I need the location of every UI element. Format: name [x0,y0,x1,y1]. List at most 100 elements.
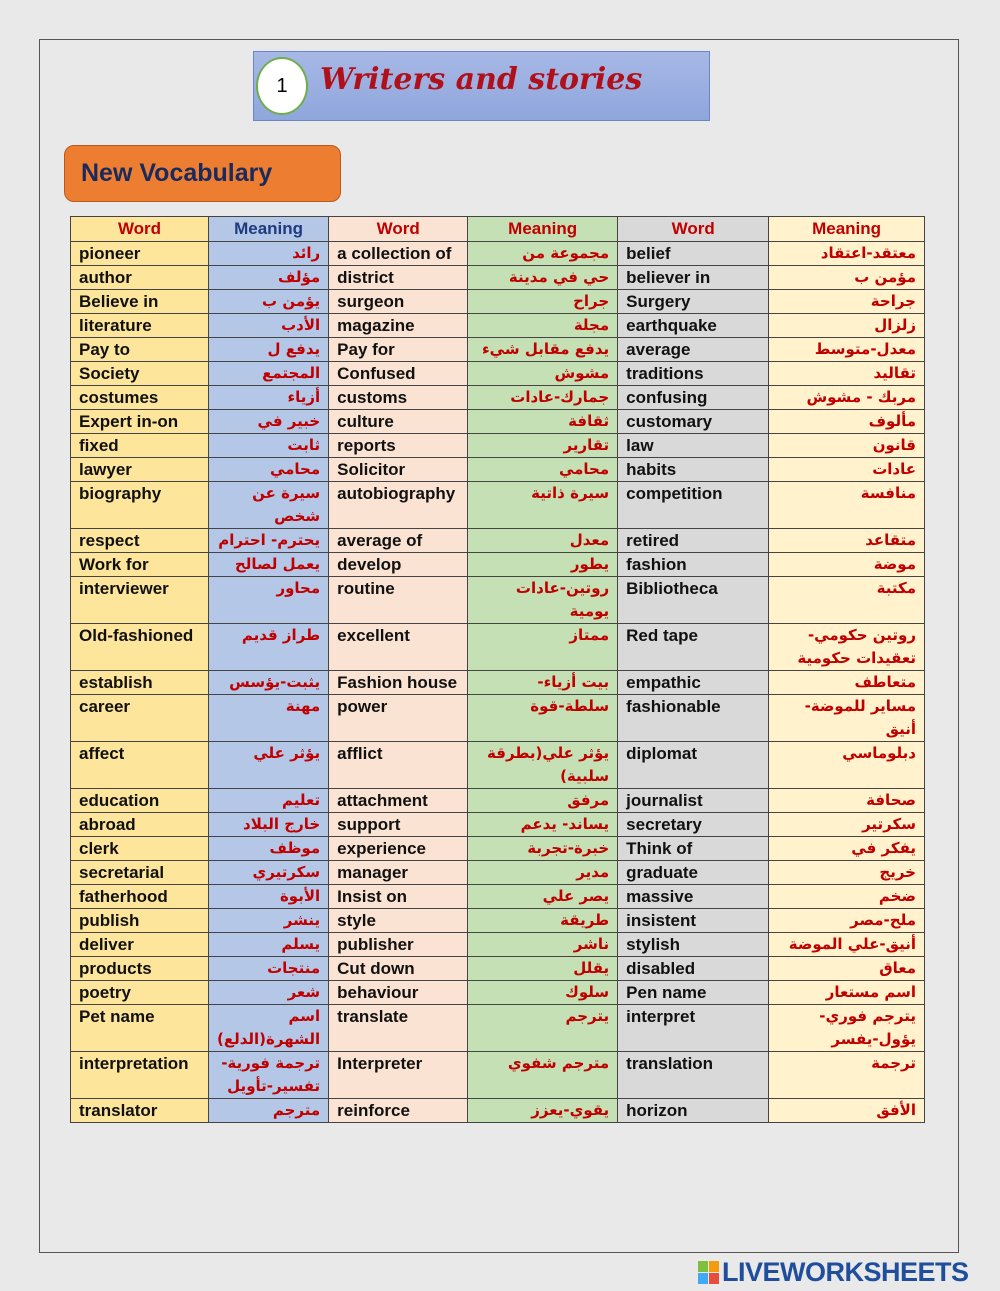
meaning-cell: جراح [467,289,619,314]
word-cell: literature [70,313,209,338]
word-cell: average of [328,528,469,553]
meaning-cell: محامي [207,457,330,482]
meaning-cell: متعاطف [768,670,925,695]
meaning-cell: بيت أزياء- [467,670,619,695]
meaning-cell: موضة [768,552,925,577]
table-row: Pet name اسم الشهرة(الدلع) translate يترجم i… [70,1004,925,1052]
word-cell: a collection of [328,241,469,266]
meaning-cell: محاور [207,576,330,624]
meaning-cell: المجتمع [207,361,330,386]
meaning-cell: يؤمن ب [207,289,330,314]
table-row: interviewer محاور routine روتين-عادات يومية… [70,576,925,624]
table-row: interpretation ترجمة فورية-تفسير-تأويل Int… [70,1051,925,1099]
meaning-cell: الأفق [768,1098,925,1123]
meaning-cell: روتين حكومي-تعقيدات حكومية [768,623,925,671]
meaning-cell: منتجات [207,956,330,981]
meaning-cell: يقلل [467,956,619,981]
word-cell: translate [328,1004,469,1052]
meaning-cell: مربك - مشوش [768,385,925,410]
word-cell: Work for [70,552,209,577]
word-cell: develop [328,552,469,577]
meaning-cell: معاق [768,956,925,981]
word-cell: fashionable [617,694,770,742]
table-row: education تعليم attachment مرفق journalist صح… [70,788,925,813]
word-cell: translator [70,1098,209,1123]
meaning-cell: رائد [207,241,330,266]
word-cell: massive [617,884,770,909]
word-cell: respect [70,528,209,553]
word-cell: style [328,908,469,933]
meaning-cell: تعليم [207,788,330,813]
word-cell: Cut down [328,956,469,981]
meaning-cell: يطور [467,552,619,577]
word-cell: support [328,812,469,837]
word-cell: Bibliotheca [617,576,770,624]
meaning-cell: سيرة عن شخص [207,481,330,529]
meaning-cell: يحترم- احترام [207,528,330,553]
meaning-cell: مجموعة من [467,241,619,266]
meaning-cell: تقارير [467,433,619,458]
table-row: Believe in يؤمن ب surgeon جراح Surgery جراحة [70,289,925,314]
word-cell: believer in [617,265,770,290]
meaning-cell: يترجم [467,1004,619,1052]
meaning-cell: صحافة [768,788,925,813]
meaning-cell: زلزال [768,313,925,338]
word-cell: Solicitor [328,457,469,482]
word-cell: reinforce [328,1098,469,1123]
word-cell: Interpreter [328,1051,469,1099]
meaning-cell: جراحة [768,289,925,314]
word-cell: interpret [617,1004,770,1052]
table-row: career مهنة power سلطة-قوة fashionable مساير … [70,694,925,742]
meaning-cell: مدير [467,860,619,885]
word-cell: clerk [70,836,209,861]
word-cell: biography [70,481,209,529]
meaning-cell: ثابت [207,433,330,458]
meaning-cell: يدفع مقابل شيء [467,337,619,362]
meaning-cell: مجلة [467,313,619,338]
meaning-cell: يعمل لصالح [207,552,330,577]
meaning-cell: دبلوماسي [768,741,925,789]
word-cell: Pet name [70,1004,209,1052]
word-cell: lawyer [70,457,209,482]
word-cell: habits [617,457,770,482]
word-cell: translation [617,1051,770,1099]
word-cell: routine [328,576,469,624]
meaning-cell: يصر علي [467,884,619,909]
meaning-cell: يفكر في [768,836,925,861]
word-cell: Believe in [70,289,209,314]
word-cell: Red tape [617,623,770,671]
table-row: abroad خارج البلاد support يساند- يدعم secre… [70,812,925,837]
word-cell: excellent [328,623,469,671]
word-cell: stylish [617,932,770,957]
meaning-cell: ممتاز [467,623,619,671]
table-row: biography سيرة عن شخص autobiography سيرة ذا… [70,481,925,529]
word-cell: horizon [617,1098,770,1123]
word-cell: products [70,956,209,981]
meaning-cell: طريقة [467,908,619,933]
meaning-cell: خارج البلاد [207,812,330,837]
table-row: Society المجتمع Confused مشوش traditions تقال… [70,361,925,386]
table-row: Pay to يدفع ل Pay for يدفع مقابل شيء average… [70,337,925,362]
meaning-cell: الأبوة [207,884,330,909]
meaning-cell: سيرة ذاتية [467,481,619,529]
column-header-meaning: Meaning [207,216,330,242]
table-row: poetry شعر behaviour سلوك Pen name اسم مستعار [70,980,925,1005]
word-cell: autobiography [328,481,469,529]
word-cell: surgeon [328,289,469,314]
meaning-cell: أنيق-علي الموضة [768,932,925,957]
meaning-cell: مترجم [207,1098,330,1123]
word-cell: district [328,265,469,290]
word-cell: Insist on [328,884,469,909]
word-cell: poetry [70,980,209,1005]
title-banner [253,51,710,121]
meaning-cell: يقوي-يعزز [467,1098,619,1123]
meaning-cell: تقاليد [768,361,925,386]
vocabulary-table: Word Meaning Word Meaning Word Meaning pionee… [70,216,925,1123]
table-row: translator مترجم reinforce يقوي-يعزز horizon… [70,1098,925,1123]
table-row: publish ينشر style طريقة insistent ملح-مصر [70,908,925,933]
word-cell: career [70,694,209,742]
unit-number-badge: 1 [256,57,308,115]
column-header-meaning: Meaning [768,216,925,242]
logo-icon [698,1261,719,1284]
word-cell: journalist [617,788,770,813]
